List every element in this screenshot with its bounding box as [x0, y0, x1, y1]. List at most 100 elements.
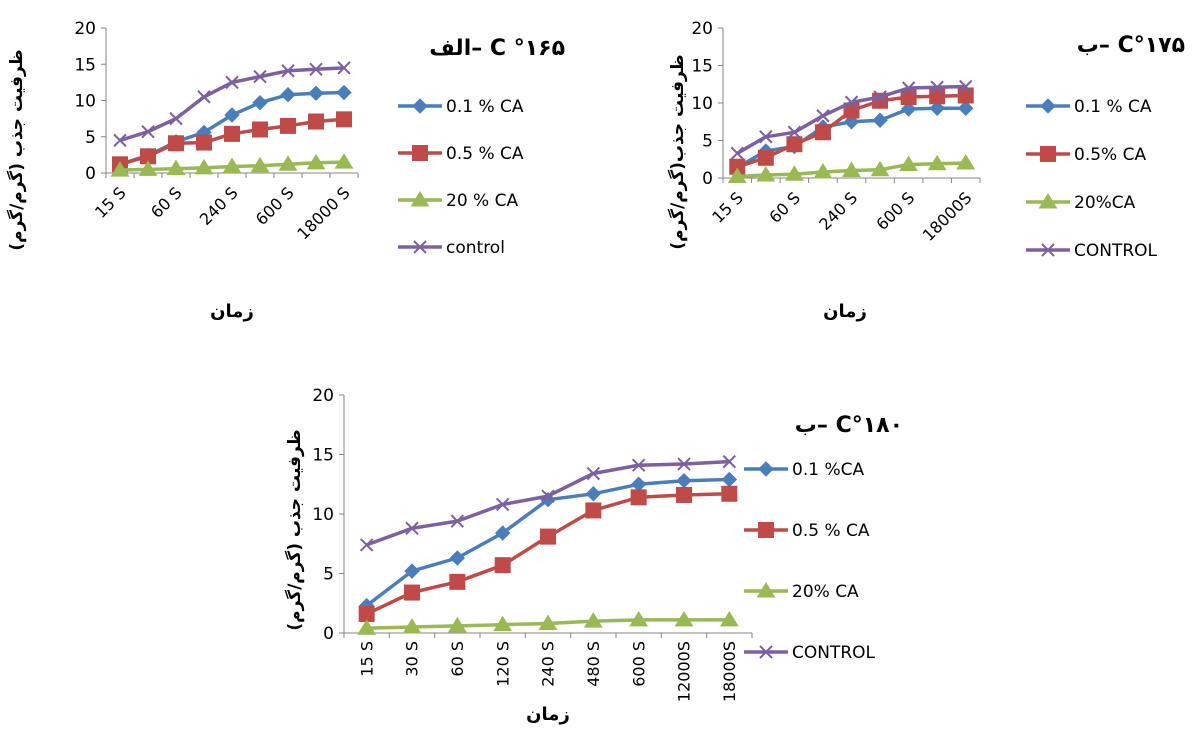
- data-point-1: [494, 525, 511, 541]
- x-tick-label: 240 S: [815, 188, 861, 234]
- data-point-3: [674, 610, 694, 627]
- data-point-1: [252, 94, 268, 111]
- data-point-2: [929, 88, 946, 105]
- x-tick-label: 18000S: [720, 641, 739, 702]
- y-tick-label: 20: [74, 19, 96, 39]
- x-tick-label: 600 S: [252, 183, 298, 229]
- data-point-4: [141, 124, 155, 139]
- x-tick-label: 120 S: [493, 641, 512, 687]
- data-point-3: [166, 159, 186, 176]
- y-tick-label: 5: [702, 132, 713, 152]
- data-point-4: [197, 90, 211, 104]
- x-axis-title: زمان: [526, 704, 570, 725]
- x-tick-label: 60 S: [448, 641, 467, 677]
- data-point-2: [630, 489, 647, 506]
- data-point-3: [842, 161, 861, 177]
- data-point-3: [927, 154, 947, 171]
- y-tick-label: 0: [323, 624, 334, 644]
- x-axis-title: زمان: [210, 301, 254, 322]
- legend-label: control: [446, 238, 505, 258]
- data-point-2: [168, 135, 184, 152]
- data-point-2: [224, 125, 240, 142]
- legend-label: CONTROL: [1074, 241, 1158, 261]
- data-point-4: [816, 109, 830, 123]
- data-point-1: [872, 112, 888, 128]
- data-point-3: [138, 160, 158, 176]
- y-tick-label: 20: [691, 19, 713, 39]
- data-point-2: [676, 486, 692, 503]
- y-tick-label: 5: [323, 565, 334, 585]
- legend-label: 0.1 % CA: [1074, 97, 1152, 117]
- y-tick-label: 15: [74, 55, 96, 75]
- y-axis-title: ظرفیت جذب(گرم/گرم): [667, 54, 688, 249]
- data-point-4: [730, 146, 744, 160]
- x-tick-label: 240 S: [539, 641, 558, 687]
- legend: 0.1 %CA 0.5 % CA 20% CA CONTROL: [744, 460, 876, 663]
- legend-label: 20%CA: [1074, 193, 1136, 213]
- legend-marker: [412, 98, 428, 114]
- data-point-2: [449, 573, 466, 590]
- data-point-4: [759, 130, 773, 144]
- data-point-3: [250, 156, 270, 173]
- x-axis-title: زمان: [823, 301, 867, 322]
- x-tick-label: 30 S: [403, 641, 422, 677]
- legend-label: 0.1 %CA: [792, 460, 864, 480]
- data-point-3: [357, 619, 377, 635]
- x-tick-label: 18000S: [919, 188, 976, 245]
- x-tick-label: 15 S: [91, 183, 130, 222]
- y-tick-label: 20: [312, 386, 334, 406]
- data-point-4: [337, 61, 351, 75]
- data-point-4: [225, 75, 239, 90]
- data-point-1: [308, 85, 324, 101]
- data-point-3: [756, 166, 776, 182]
- legend-label: 0.5% CA: [1074, 145, 1146, 165]
- y-tick-label: 5: [85, 128, 96, 148]
- data-point-4: [722, 454, 737, 469]
- data-point-4: [959, 79, 973, 94]
- data-point-2: [957, 87, 974, 104]
- chart-3: 0 5 10 15 20 15 S 30 S 60 S 120 S 240 S 480 S 600 S…: [284, 386, 903, 725]
- data-point-1: [224, 107, 240, 123]
- data-point-3: [306, 153, 326, 170]
- x-tick-label: 600 S: [629, 641, 648, 687]
- data-point-3: [538, 614, 558, 630]
- legend-marker: [1038, 193, 1058, 209]
- data-point-2: [540, 528, 556, 545]
- data-point-4: [787, 125, 802, 139]
- data-point-1: [404, 563, 420, 579]
- data-point-2: [585, 502, 602, 519]
- y-tick-label: 10: [312, 505, 334, 525]
- y-tick-label: 10: [691, 94, 713, 114]
- data-point-3: [899, 155, 918, 171]
- data-point-3: [402, 618, 422, 634]
- data-point-4: [450, 514, 465, 528]
- data-point-3: [870, 160, 890, 177]
- legend-marker: [758, 461, 774, 477]
- legend-label: 20% CA: [792, 582, 859, 602]
- data-point-2: [494, 557, 511, 574]
- legend: 0.1 % CA 0.5% CA 20%CA CONTROL: [1026, 97, 1158, 261]
- data-point-3: [110, 161, 130, 177]
- data-point-4: [495, 497, 510, 512]
- chart-2: 0 5 10 15 20 15 S 60 S 240 S 600 S 18000S ظرفیت جذ…: [667, 19, 1185, 322]
- data-point-2: [814, 124, 831, 141]
- data-point-3: [813, 163, 833, 179]
- x-tick-label: 18000 S: [293, 183, 353, 243]
- data-point-4: [405, 521, 419, 535]
- data-point-2: [404, 584, 420, 601]
- data-point-3: [222, 157, 242, 173]
- x-tick-label: 15 S: [708, 188, 747, 227]
- data-point-1: [929, 100, 945, 116]
- data-point-2: [757, 149, 774, 166]
- data-point-2: [900, 89, 917, 105]
- y-tick-label: 0: [85, 164, 96, 184]
- legend-label: 0.5 % CA: [792, 521, 870, 541]
- data-point-4: [873, 90, 887, 104]
- chart-title: ب– C°۱۷۵: [1077, 33, 1185, 58]
- data-point-4: [677, 457, 691, 471]
- series-line-2: [365, 492, 730, 616]
- x-tick-label: 600 S: [872, 188, 918, 234]
- data-point-3: [727, 167, 747, 183]
